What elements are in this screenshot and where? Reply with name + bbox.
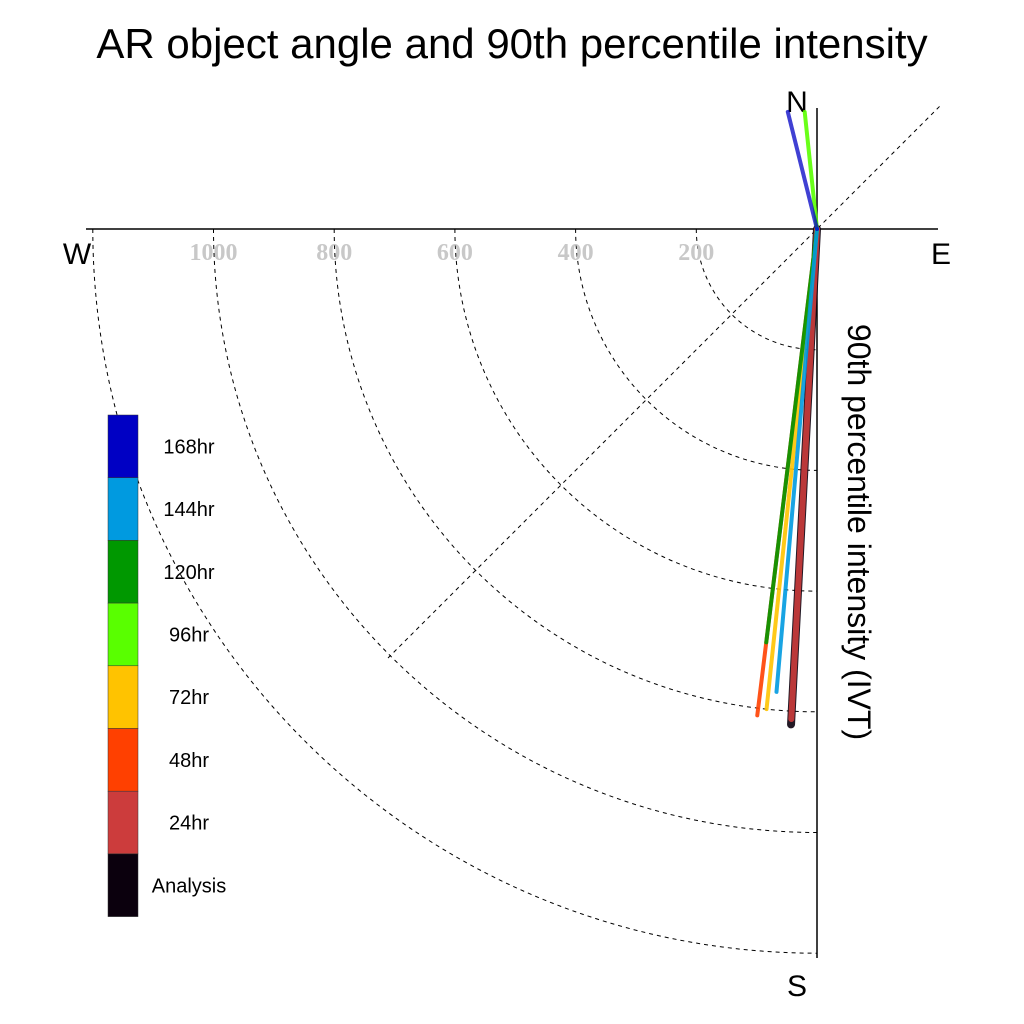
legend-swatch bbox=[107, 728, 139, 792]
legend-swatch bbox=[107, 414, 139, 478]
legend-swatch bbox=[107, 665, 139, 729]
radial-tick-labels: 200 400 600 800 1000 bbox=[190, 240, 715, 266]
legend-label: 144hr bbox=[163, 499, 214, 521]
radial-tick-label: 200 bbox=[678, 240, 714, 266]
radial-tick-label: 600 bbox=[437, 240, 473, 266]
radial-tick-label: 800 bbox=[316, 240, 352, 266]
radial-tick-label: 400 bbox=[558, 240, 594, 266]
series-lines bbox=[755, 109, 821, 729]
legend-label: 24hr bbox=[169, 813, 209, 835]
polar-grid bbox=[92, 228, 818, 954]
compass-south: S bbox=[787, 970, 807, 1003]
legend-swatch bbox=[107, 790, 139, 855]
compass-north: N bbox=[786, 86, 808, 119]
compass-west: W bbox=[63, 238, 92, 271]
radial-tick-label: 1000 bbox=[190, 240, 238, 266]
compass-east: E bbox=[931, 238, 951, 271]
series-line-120hr bbox=[764, 227, 819, 645]
grid-ring bbox=[92, 228, 818, 954]
legend-label: Analysis bbox=[152, 875, 226, 897]
series-line-24hr bbox=[788, 226, 820, 722]
y-axis-label: 90th percentile intensity (IVT) bbox=[841, 324, 877, 740]
legend-label: 72hr bbox=[169, 687, 209, 709]
legend-swatch bbox=[107, 602, 139, 667]
legend-label: 168hr bbox=[163, 436, 214, 458]
legend-label: 48hr bbox=[169, 750, 209, 772]
legend-label: 96hr bbox=[169, 624, 209, 646]
diagonal-guide bbox=[387, 105, 941, 659]
grid-ring bbox=[695, 228, 818, 351]
legend-swatch bbox=[107, 540, 139, 604]
series-line-168hr bbox=[785, 109, 819, 231]
series-line-96hr bbox=[802, 109, 819, 231]
legend-label: 120hr bbox=[163, 562, 214, 584]
series-line-144hr bbox=[774, 227, 819, 694]
chart-title: AR object angle and 90th percentile inte… bbox=[96, 20, 927, 67]
legend-swatch bbox=[107, 853, 139, 917]
legend: 168hr 144hr 120hr 96hr 72hr 48hr 24hr Analysis bbox=[107, 414, 226, 917]
legend-swatch bbox=[107, 477, 139, 541]
